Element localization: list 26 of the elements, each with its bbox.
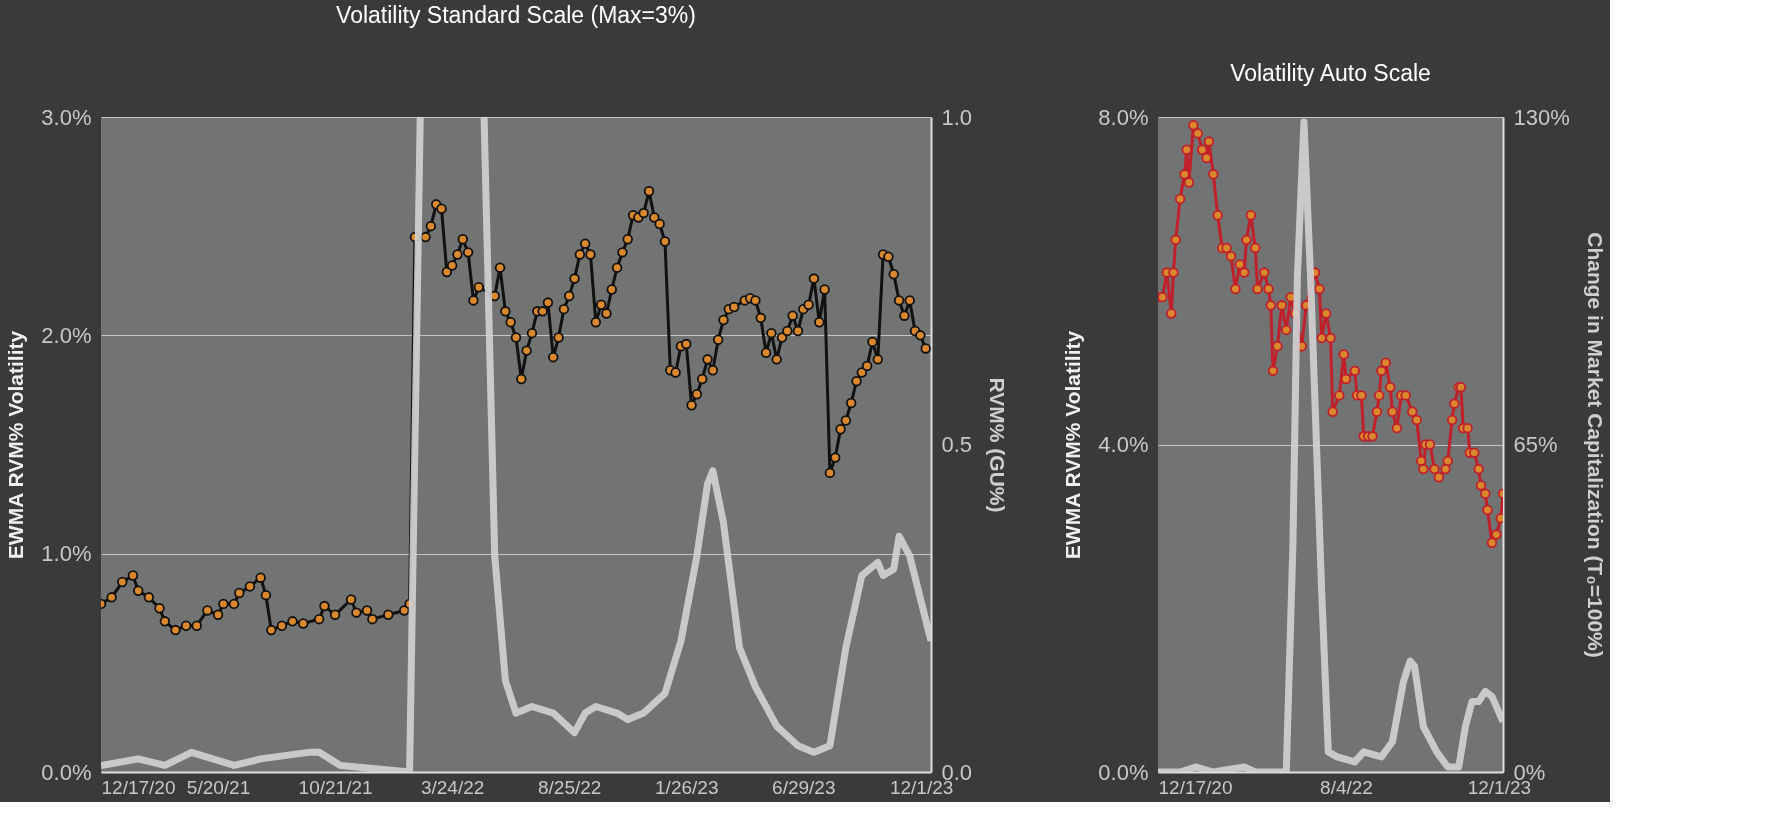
y-tick-label: 4.0% — [1098, 432, 1149, 457]
x-tick-label: 6/29/23 — [772, 776, 836, 798]
x-tick-label: 12/17/20 — [1158, 776, 1233, 798]
x-tick-label: 3/24/22 — [420, 776, 485, 798]
x-tick-label: 8/25/22 — [538, 776, 602, 798]
x-tick-label: 12/17/20 — [101, 776, 176, 798]
y2-axis-title: RVM% (GU%) — [986, 377, 1010, 513]
x-tick-label: 8/4/22 — [1320, 776, 1373, 798]
y2-tick-label: 65% — [1513, 432, 1558, 457]
y2-tick-label: 1.0 — [941, 104, 973, 130]
y2-tick-label: 130% — [1513, 104, 1570, 130]
x-tick-label: 10/21/21 — [298, 776, 373, 798]
y-tick-label: 3.0% — [41, 104, 92, 130]
chart-title: Volatility Standard Scale (Max=3%) — [336, 2, 696, 28]
y-axis-title: EWMA RVM% Volatility — [1061, 330, 1085, 560]
chart-title: Volatility Auto Scale — [1230, 60, 1431, 86]
y2-axis-title: Change in Market Capitalization (T₀=100%) — [1583, 232, 1607, 658]
y-axis-title: EWMA RVM% Volatility — [4, 330, 28, 560]
y-tick-label: 8.0% — [1098, 104, 1149, 130]
y-tick-label: 2.0% — [41, 322, 92, 348]
x-tick-label: 5/20/21 — [186, 776, 251, 798]
y-tick-label: 0.0% — [1098, 759, 1149, 785]
y-tick-label: 1.0% — [41, 541, 92, 567]
y-tick-label: 0.0% — [41, 759, 92, 785]
x-tick-label: 1/26/23 — [655, 776, 719, 798]
y2-tick-label: 0.5 — [941, 432, 973, 457]
